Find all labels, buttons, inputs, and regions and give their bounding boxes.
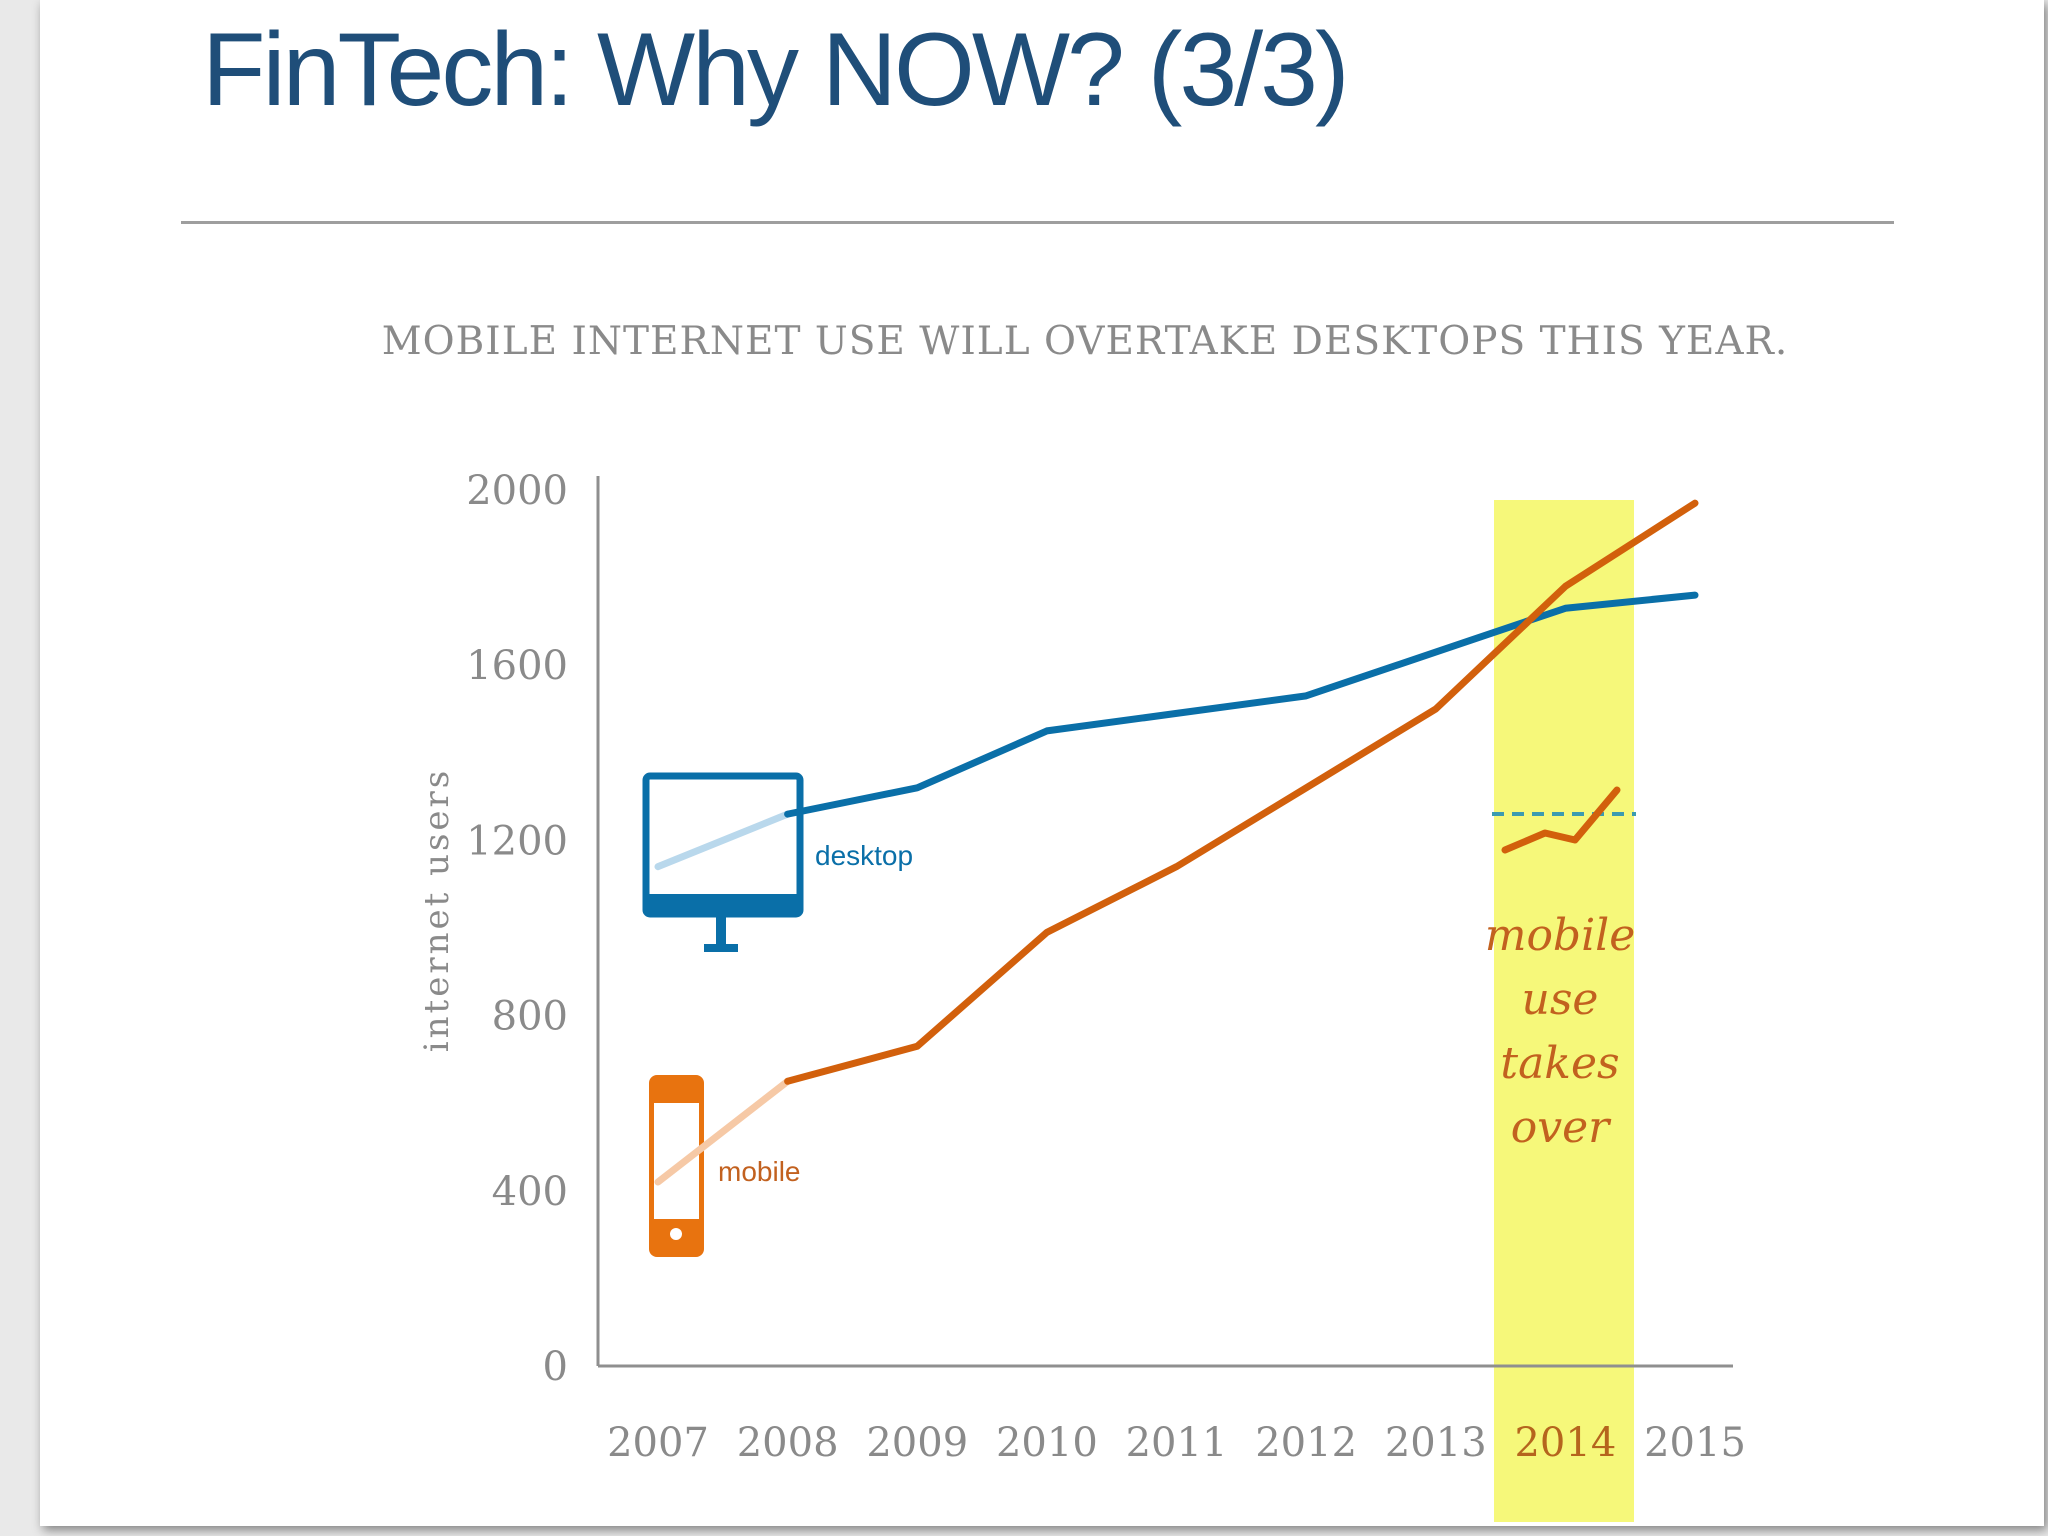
annotation-line-4: over: [1511, 1102, 1612, 1153]
series-label-desktop: desktop: [815, 840, 913, 871]
annotation-mobile-takes-over: mobile use takes over: [1485, 910, 1636, 1153]
y-tick-label: 0: [543, 1344, 568, 1390]
y-tick-label: 1600: [466, 643, 568, 689]
annotation-line-3: takes: [1500, 1038, 1619, 1089]
y-tick-label: 2000: [466, 468, 568, 514]
y-tick-label: 1200: [466, 818, 568, 864]
annotation-line-2: use: [1522, 974, 1599, 1025]
x-tick-labels: 2007 2008 2009 2010 2011 2012 2013 2014 2015: [607, 1420, 1746, 1466]
title-divider: [181, 221, 1894, 224]
series-line-desktop: [784, 591, 1699, 818]
series-line-mobile: [784, 499, 1699, 1085]
highlight-band-2014: [1494, 500, 1634, 1522]
y-tick-label: 400: [492, 1169, 568, 1215]
x-tick-label: 2009: [866, 1420, 968, 1466]
x-tick-label: 2011: [1126, 1420, 1228, 1466]
x-tick-label: 2008: [737, 1420, 839, 1466]
trend-line-icon: [1492, 786, 1636, 854]
mobile-icon-trend-segment: [654, 1077, 792, 1186]
y-tick-labels: 0 400 800 1200 1600 2000: [466, 468, 568, 1390]
annotation-line-1: mobile: [1485, 910, 1636, 961]
x-tick-label: 2014: [1514, 1420, 1616, 1466]
x-tick-label: 2013: [1385, 1420, 1487, 1466]
slide-title: FinTech: Why NOW? (3/3): [202, 12, 1350, 128]
y-axis-label: internet users: [417, 768, 457, 1052]
y-tick-label: 800: [492, 994, 568, 1040]
x-tick-label: 2010: [996, 1420, 1098, 1466]
x-tick-label: 2012: [1255, 1420, 1357, 1466]
chart-subtitle: MOBILE INTERNET USE WILL OVERTAKE DESKTO…: [382, 319, 1789, 364]
desktop-icon-trend-segment: [654, 810, 792, 871]
x-tick-label: 2015: [1644, 1420, 1746, 1466]
slide: FinTech: Why NOW? (3/3): [40, 0, 2044, 1526]
x-tick-label: 2007: [607, 1420, 709, 1466]
series-label-mobile: mobile: [718, 1156, 800, 1187]
desktop-monitor-icon: [642, 772, 804, 952]
